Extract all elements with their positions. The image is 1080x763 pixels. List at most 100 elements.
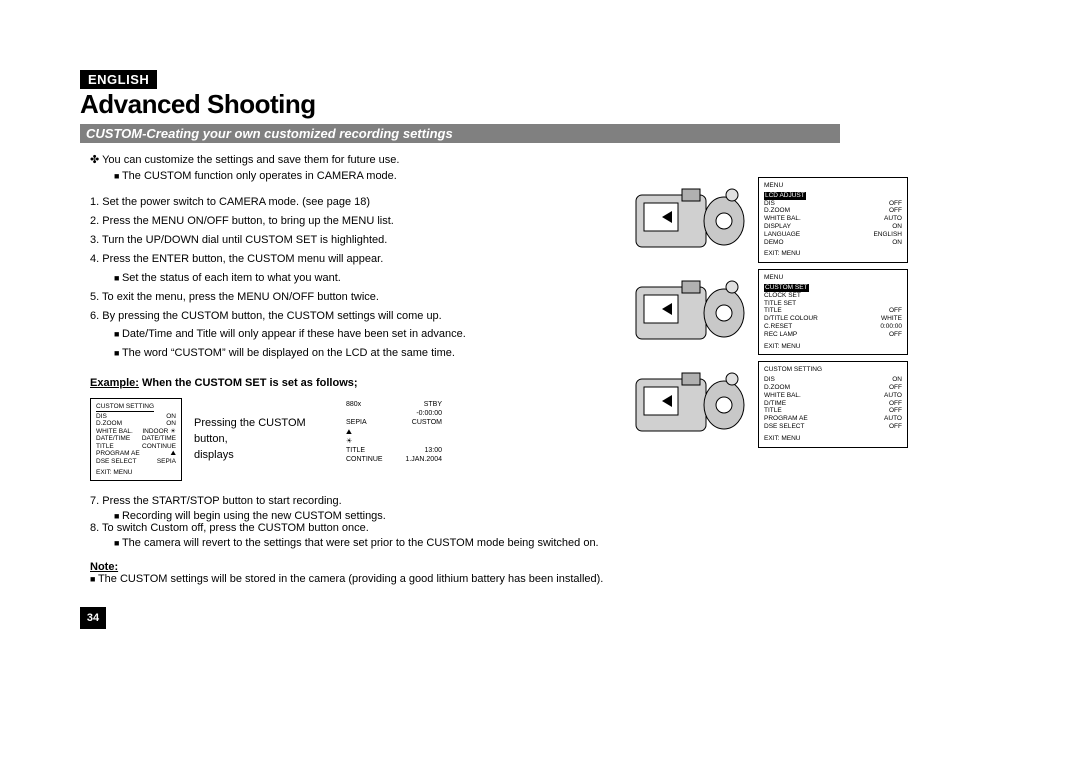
step-1: 1. Set the power switch to CAMERA mode. … <box>90 195 620 211</box>
m1r2v: AUTO <box>884 215 902 223</box>
m2r3v: WHITE <box>881 315 902 323</box>
page-number: 34 <box>80 607 106 629</box>
intro-line: You can customize the settings and save … <box>90 153 620 169</box>
step-8: 8. To switch Custom off, press the CUSTO… <box>90 522 840 534</box>
step-7-sub: Recording will begin using the new CUSTO… <box>114 510 840 522</box>
m1r5v: ON <box>892 239 902 247</box>
example-heading: Example: When the CUSTOM SET is set as f… <box>90 376 620 392</box>
m2r1k: TITLE SET <box>764 300 796 308</box>
cs-r4v: CONTINUE <box>142 443 176 450</box>
example-rest: When the CUSTOM SET is set as follows; <box>139 377 358 389</box>
m3r1v: OFF <box>889 384 902 392</box>
press-text: Pressing the CUSTOM button, displays <box>194 398 334 464</box>
dp-r5: 13:00 <box>424 446 442 455</box>
intro-subbullet: The CUSTOM function only operates in CAM… <box>114 169 620 185</box>
m3r0v: ON <box>892 376 902 384</box>
m1r4v: ENGLISH <box>873 231 902 239</box>
step-4: 4. Press the ENTER button, the CUSTOM me… <box>90 252 620 268</box>
cs-r1v: ON <box>166 420 176 427</box>
menu1-highlight: LCD ADJUST <box>764 192 806 200</box>
m3r5v: AUTO <box>884 415 902 423</box>
dp-l2: ⛰ <box>346 428 352 437</box>
m2r4k: C.RESET <box>764 323 792 331</box>
language-tab: ENGLISH <box>80 70 157 89</box>
step-5: 5. To exit the menu, press the MENU ON/O… <box>90 290 620 306</box>
m1r3k: DISPLAY <box>764 223 791 231</box>
menu-panel-2: MENU CUSTOM SET CLOCK SET TITLE SET TITL… <box>758 269 908 355</box>
m2r0k: CLOCK SET <box>764 292 801 300</box>
cs-r0k: DIS <box>96 413 107 420</box>
cs-r5v: ⛰ <box>171 450 176 457</box>
m3r4v: OFF <box>889 407 902 415</box>
content-area: You can customize the settings and save … <box>80 153 840 585</box>
step-4-sub: Set the status of each item to what you … <box>114 271 620 287</box>
menu2-header: MENU <box>764 274 902 282</box>
m3r6v: OFF <box>889 423 902 431</box>
cs-r3v: DATE/TIME <box>142 435 176 442</box>
m2r4v: 0:00:00 <box>880 323 902 331</box>
dp-l1: SEPIA <box>346 418 367 427</box>
dp-l4: TITLE <box>346 446 365 455</box>
m1r2k: WHITE BAL. <box>764 215 801 223</box>
cs-r1k: D.ZOOM <box>96 420 122 427</box>
text-column: You can customize the settings and save … <box>80 153 620 481</box>
bottom-steps: 7. Press the START/STOP button to start … <box>90 495 840 549</box>
dp-l3: ☀ <box>346 437 352 446</box>
example-label: Example: <box>90 377 139 389</box>
cs-r5k: PROGRAM AE <box>96 450 140 457</box>
cs-r3k: DATE/TIME <box>96 435 130 442</box>
cs-r0v: ON <box>166 413 176 420</box>
step-8-sub: The camera will revert to the settings t… <box>114 537 840 549</box>
cs-r2k: WHITE BAL. <box>96 428 133 435</box>
figure-row-2: MENU CUSTOM SET CLOCK SET TITLE SET TITL… <box>632 269 920 355</box>
figure-row-3: CUSTOM SETTING DIS ON D.ZOOM OFF WHITE BAL… <box>632 361 920 447</box>
m3r0k: DIS <box>764 376 775 384</box>
cs-r6v: SEPIA <box>157 458 176 465</box>
panel-exit: EXIT: MENU <box>96 469 176 476</box>
custom-setting-panel: CUSTOM SETTING DISON D.ZOOMON WHITE BAL.… <box>90 398 182 481</box>
note-body: The CUSTOM settings will be stored in th… <box>90 573 840 585</box>
note-text: The CUSTOM settings will be stored in th… <box>90 573 840 585</box>
page-title: Advanced Shooting <box>80 89 840 120</box>
menu1-header: MENU <box>764 182 902 190</box>
m3r2v: AUTO <box>884 392 902 400</box>
cs-r4k: TITLE <box>96 443 114 450</box>
menu3-header: CUSTOM SETTING <box>764 366 902 374</box>
m2r3k: D/TITLE COLOUR <box>764 315 818 323</box>
step-3: 3. Turn the UP/DOWN dial until CUSTOM SE… <box>90 233 620 249</box>
camera-illustration-2 <box>632 273 750 351</box>
m2r2v: OFF <box>889 307 902 315</box>
menu3-exit: EXIT: MENU <box>764 435 902 443</box>
dp-r1: -0:00:00 <box>416 409 442 418</box>
dp-l5: CONTINUE <box>346 455 383 464</box>
m1r4k: LANGUAGE <box>764 231 800 239</box>
m3r5k: PROGRAM AE <box>764 415 808 423</box>
dp-r0: STBY <box>424 400 442 409</box>
menu1-exit: EXIT: MENU <box>764 250 902 258</box>
section-heading: CUSTOM-Creating your own customized reco… <box>80 124 840 143</box>
menu-panel-3: CUSTOM SETTING DIS ON D.ZOOM OFF WHITE BAL… <box>758 361 908 447</box>
dp-l0: 880x <box>346 400 361 409</box>
figure-row-1: MENU LCD ADJUST DISOFF D.ZOOMOFF WHITE B… <box>632 177 920 263</box>
m2r5v: OFF <box>889 331 902 339</box>
cs-r6k: DSE SELECT <box>96 458 136 465</box>
m3r6k: DSE SELECT <box>764 423 804 431</box>
m2r2k: TITLE <box>764 307 782 315</box>
menu2-exit: EXIT: MENU <box>764 343 902 351</box>
step-7: 7. Press the START/STOP button to start … <box>90 495 840 507</box>
step-6: 6. By pressing the CUSTOM button, the CU… <box>90 309 620 325</box>
m3r2k: WHITE BAL. <box>764 392 801 400</box>
menu2-highlight: CUSTOM SET <box>764 284 809 292</box>
step-2: 2. Press the MENU ON/OFF button, to brin… <box>90 214 620 230</box>
cs-r2v: INDOOR ☀ <box>142 428 176 435</box>
step-6-sub2: The word “CUSTOM” will be displayed on t… <box>114 346 620 362</box>
m3r4k: TITLE <box>764 407 782 415</box>
example-row: CUSTOM SETTING DISON D.ZOOMON WHITE BAL.… <box>90 398 620 481</box>
note-heading: Note: <box>90 561 840 573</box>
lcd-display-panel: 880xSTBY -0:00:00 SEPIACUSTOM ⛰ ☀ TITLE1… <box>346 398 442 464</box>
m1r1k: D.ZOOM <box>764 207 790 215</box>
m3r1k: D.ZOOM <box>764 384 790 392</box>
dp-r6: 1.JAN.2004 <box>405 455 442 464</box>
camera-illustration-1 <box>632 181 750 259</box>
m1r0v: OFF <box>889 200 902 208</box>
